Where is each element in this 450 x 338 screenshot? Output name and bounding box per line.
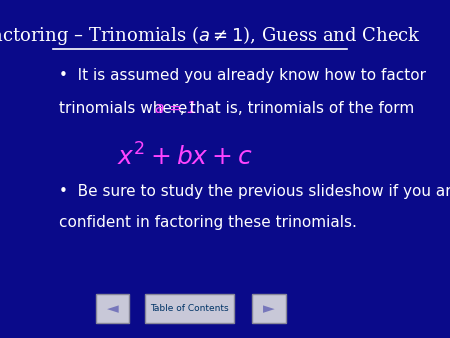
Text: ►: ►	[263, 301, 275, 316]
FancyBboxPatch shape	[252, 294, 286, 323]
Text: a = 1: a = 1	[155, 101, 197, 116]
Text: trinomials where: trinomials where	[59, 101, 192, 116]
FancyBboxPatch shape	[96, 294, 130, 323]
Text: •  Be sure to study the previous slideshow if you are not: • Be sure to study the previous slidesho…	[59, 184, 450, 199]
Text: confident in factoring these trinomials.: confident in factoring these trinomials.	[59, 215, 357, 230]
Text: •  It is assumed you already know how to factor: • It is assumed you already know how to …	[59, 68, 426, 82]
Text: , that is, trinomials of the form: , that is, trinomials of the form	[180, 101, 414, 116]
Text: Table of Contents: Table of Contents	[150, 304, 229, 313]
Text: ◄: ◄	[107, 301, 118, 316]
Text: $x^{2}+bx+c$: $x^{2}+bx+c$	[117, 144, 252, 171]
FancyBboxPatch shape	[145, 294, 234, 323]
Text: Factoring – Trinomials ($a \neq 1$), Guess and Check: Factoring – Trinomials ($a \neq 1$), Gue…	[0, 24, 421, 47]
